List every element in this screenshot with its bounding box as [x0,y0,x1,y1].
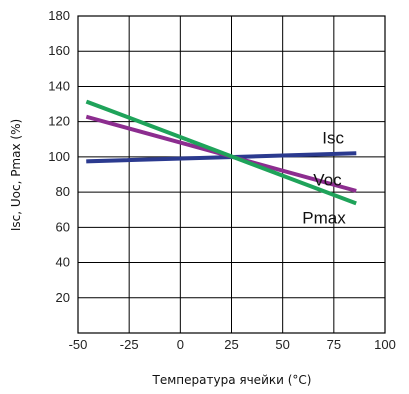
series-line-pmax [85,99,357,206]
y-tick-labels: 20 40 60 80 100 120 140 160 180 [48,8,70,305]
y-tick-label: 20 [56,290,70,305]
x-tick-label: -25 [120,337,139,352]
series-line-isc [86,151,357,164]
x-tick-label: 25 [224,337,238,352]
x-tick-label: 100 [374,337,396,352]
x-tick-label: 0 [177,337,184,352]
series-labels: Isc Voc Pmax [302,128,346,227]
series-label-voc: Voc [313,170,342,189]
x-tick-label: 50 [275,337,289,352]
series-label-isc: Isc [322,128,344,147]
y-tick-label: 140 [48,78,70,93]
y-axis-title: Isc, Uoc, Pmax (%) [9,119,23,231]
y-tick-label: 80 [56,184,70,199]
x-tick-label: -50 [69,337,88,352]
y-tick-label: 180 [48,8,70,23]
y-tick-label: 100 [48,149,70,164]
y-tick-label: 40 [56,255,70,270]
y-tick-label: 160 [48,43,70,58]
x-tick-labels: -50 -25 0 25 50 75 100 [69,337,396,352]
plot-frame [77,15,386,334]
x-tick-label: 75 [327,337,341,352]
series-layer [85,99,357,206]
series-label-pmax: Pmax [302,209,346,228]
y-tick-label: 60 [56,219,70,234]
y-tick-label: 120 [48,114,70,129]
x-axis-title: Температура ячейки (°C) [152,373,312,387]
